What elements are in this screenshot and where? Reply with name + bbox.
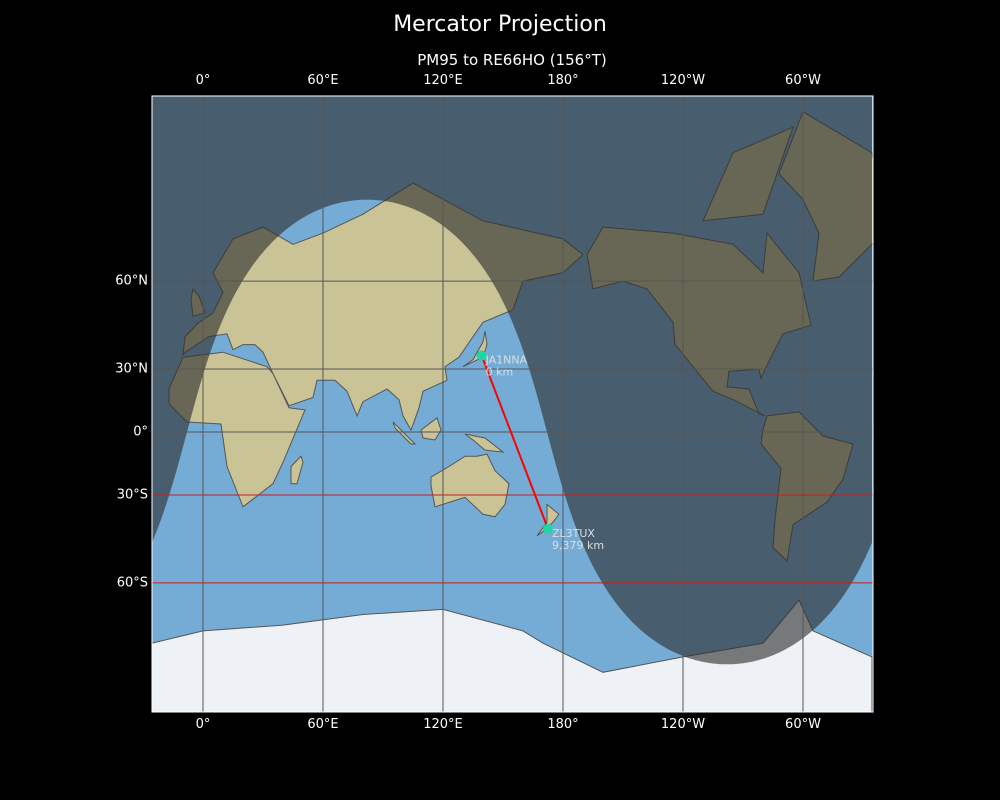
night-shading [152, 96, 872, 665]
bottom-lon-tick-label: 60°W [785, 717, 821, 732]
land-new-guinea [464, 433, 505, 453]
land-madagascar [290, 455, 304, 485]
top-lon-tick-label: 120°W [660, 73, 706, 88]
top-lon-tick-label: 120°E [423, 73, 463, 88]
bottom-lon-tick-label: 180° [547, 717, 579, 732]
lat-tick-label: 60°S [116, 575, 148, 591]
map-frame [151, 95, 874, 713]
lat-tick-label: 0° [133, 424, 148, 440]
station-distance: 9,379 km [552, 539, 604, 552]
station-marker[interactable] [543, 523, 553, 534]
figure-title: Mercator Projection [393, 12, 607, 37]
bottom-lon-tick-label: 0° [195, 717, 211, 732]
lat-tick-label: 60°N [115, 273, 148, 289]
land-australia [430, 453, 510, 518]
station-callsign: JA1NNA [485, 353, 528, 366]
station-marker[interactable] [476, 350, 487, 361]
bottom-lon-tick-label: 120°W [660, 717, 706, 732]
land-borneo [420, 417, 442, 441]
top-lon-tick-label: 60°E [307, 73, 339, 88]
lat-tick-label: 30°S [116, 487, 148, 503]
lat-tick-label: 30°N [115, 361, 148, 377]
land-sumatra [392, 421, 417, 445]
station-distance: 0 km [486, 365, 514, 378]
bottom-lon-tick-label: 60°E [307, 717, 339, 732]
great-circle-path [480, 355, 549, 530]
map-subtitle: PM95 to RE66HO (156°T) [417, 51, 607, 69]
station-callsign: ZL3TUX [552, 527, 595, 540]
bottom-lon-tick-label: 120°E [423, 717, 463, 732]
gridlines [152, 96, 873, 712]
top-lon-tick-label: 0° [195, 73, 211, 88]
top-lon-tick-label: 60°W [785, 73, 821, 88]
top-lon-tick-label: 180° [547, 73, 579, 88]
